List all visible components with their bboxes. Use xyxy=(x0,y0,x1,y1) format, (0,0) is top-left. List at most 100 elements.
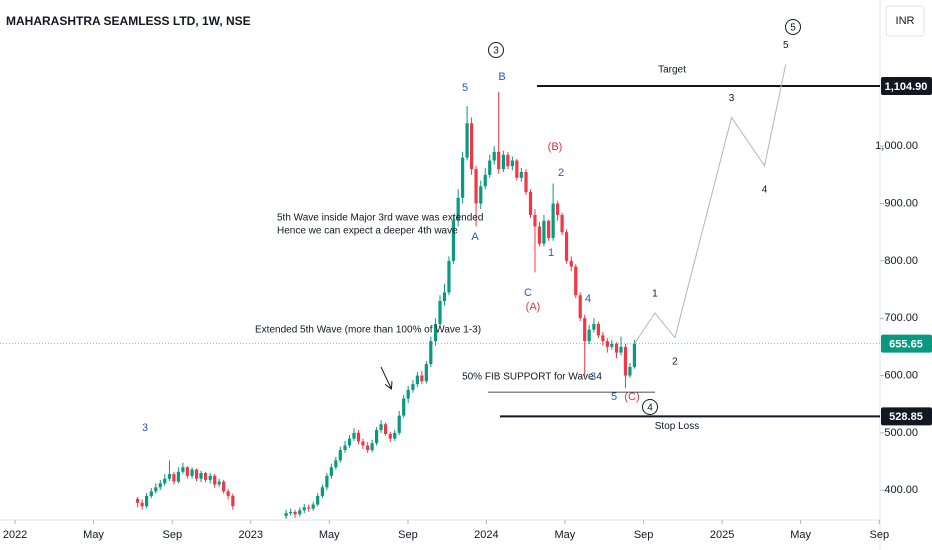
chart-title: MAHARASHTRA SEAMLESS LTD, 1W, NSE xyxy=(6,14,251,28)
candle-body xyxy=(402,398,406,416)
wave-label: (A) xyxy=(526,301,541,313)
level-tag-label: 528.85 xyxy=(889,411,923,423)
candle-body xyxy=(307,507,311,509)
last-price-label: 655.65 xyxy=(889,339,923,351)
level-name: Stop Loss xyxy=(655,421,699,432)
candle-body xyxy=(347,438,352,446)
major-wave-circle xyxy=(488,42,504,58)
candle-body xyxy=(447,260,451,293)
candle-body xyxy=(415,375,419,385)
major-wave-label: 4 xyxy=(647,403,653,414)
plot xyxy=(0,91,880,519)
note: 5th Wave inside Major 3rd wave was exten… xyxy=(277,213,483,224)
note: Extended 5th Wave (more than 100% of Wav… xyxy=(255,325,481,336)
candle-body xyxy=(397,415,401,433)
candle-body xyxy=(596,323,600,336)
candle-body xyxy=(569,260,573,267)
projection-label: 1 xyxy=(652,289,658,300)
candle-body xyxy=(533,214,537,227)
level-tag-label: 1,104.90 xyxy=(885,81,928,93)
candle-body xyxy=(542,220,546,244)
currency[interactable]: INR xyxy=(896,15,915,27)
candle-body xyxy=(583,318,587,342)
candle-body xyxy=(213,475,217,485)
candle-body xyxy=(456,197,460,221)
candle-body xyxy=(217,481,221,485)
candle-body xyxy=(181,467,185,472)
candle-body xyxy=(393,432,397,439)
candle-body xyxy=(424,364,428,382)
candle-body xyxy=(176,471,181,482)
x-tick-label: May xyxy=(555,529,576,541)
projection-label: 5 xyxy=(783,40,789,51)
y-tick-label: 800.00 xyxy=(884,255,918,267)
wave-label: (B) xyxy=(548,141,563,153)
candle-body xyxy=(140,502,144,507)
candle-body xyxy=(370,443,374,451)
candle-body xyxy=(149,491,153,496)
candle-body xyxy=(506,154,510,167)
wave-label: 1 xyxy=(548,247,554,259)
candle-body xyxy=(605,341,609,347)
candle-body xyxy=(383,424,388,435)
x-tick-label: Sep xyxy=(870,529,890,541)
major-wave-label: 3 xyxy=(493,46,499,57)
candle-body xyxy=(366,445,370,451)
x-tick-label: 2025 xyxy=(710,529,734,541)
candle-body xyxy=(172,474,176,482)
candle-body xyxy=(375,429,379,444)
candle-body xyxy=(158,483,162,488)
x-tick-label: 2023 xyxy=(239,529,263,541)
candle-body xyxy=(537,226,542,244)
y-tick-label: 400.00 xyxy=(884,484,918,496)
candle-body xyxy=(610,343,614,347)
candle-body xyxy=(320,487,324,496)
currency-box[interactable] xyxy=(885,5,925,37)
candle-body xyxy=(222,481,226,492)
projection-label: 2 xyxy=(672,356,678,367)
x-tick-label: Sep xyxy=(162,529,182,541)
candle-body xyxy=(226,491,230,496)
x-tick-label: 2024 xyxy=(474,529,498,541)
candle-body xyxy=(465,123,469,158)
candle-body xyxy=(136,498,140,503)
candle-body xyxy=(420,375,424,382)
candle-body xyxy=(288,511,293,514)
candle-body xyxy=(429,341,433,365)
candle-body xyxy=(560,214,564,233)
candle-body xyxy=(564,232,569,261)
candle-body xyxy=(325,475,329,488)
candle-body xyxy=(528,192,533,215)
note: Hence we can expect a deeper 4th wave xyxy=(277,226,458,237)
candle-body xyxy=(406,389,410,399)
candle-body xyxy=(298,510,302,515)
candle-body xyxy=(154,487,158,492)
candle-body xyxy=(379,424,383,430)
candle-body xyxy=(356,432,361,442)
wave-label: (C) xyxy=(624,391,639,403)
projection-label: 4 xyxy=(762,184,768,195)
candle-body xyxy=(411,384,415,390)
level-tag xyxy=(881,407,932,426)
candle-body xyxy=(451,220,456,261)
candle-body xyxy=(442,292,447,301)
candle-body xyxy=(492,151,496,161)
candle-body xyxy=(190,469,194,476)
x-tick-label: 2022 xyxy=(3,529,27,541)
candle-body xyxy=(163,478,167,484)
candle-body xyxy=(510,160,514,167)
major-wave-circle xyxy=(642,399,658,415)
candle-body xyxy=(352,432,356,439)
y-tick-label: 1,000.00 xyxy=(875,140,918,152)
candle-body xyxy=(474,169,478,204)
wave-label: 2 xyxy=(558,167,564,179)
projection-label: 3 xyxy=(729,93,735,104)
projection-line xyxy=(634,64,787,344)
candle-body xyxy=(556,203,560,215)
candle-body xyxy=(144,495,149,507)
wave-label: 3 xyxy=(590,371,596,383)
candle-body xyxy=(619,346,623,353)
wave-label: 4 xyxy=(585,293,591,305)
candle-body xyxy=(497,151,501,170)
